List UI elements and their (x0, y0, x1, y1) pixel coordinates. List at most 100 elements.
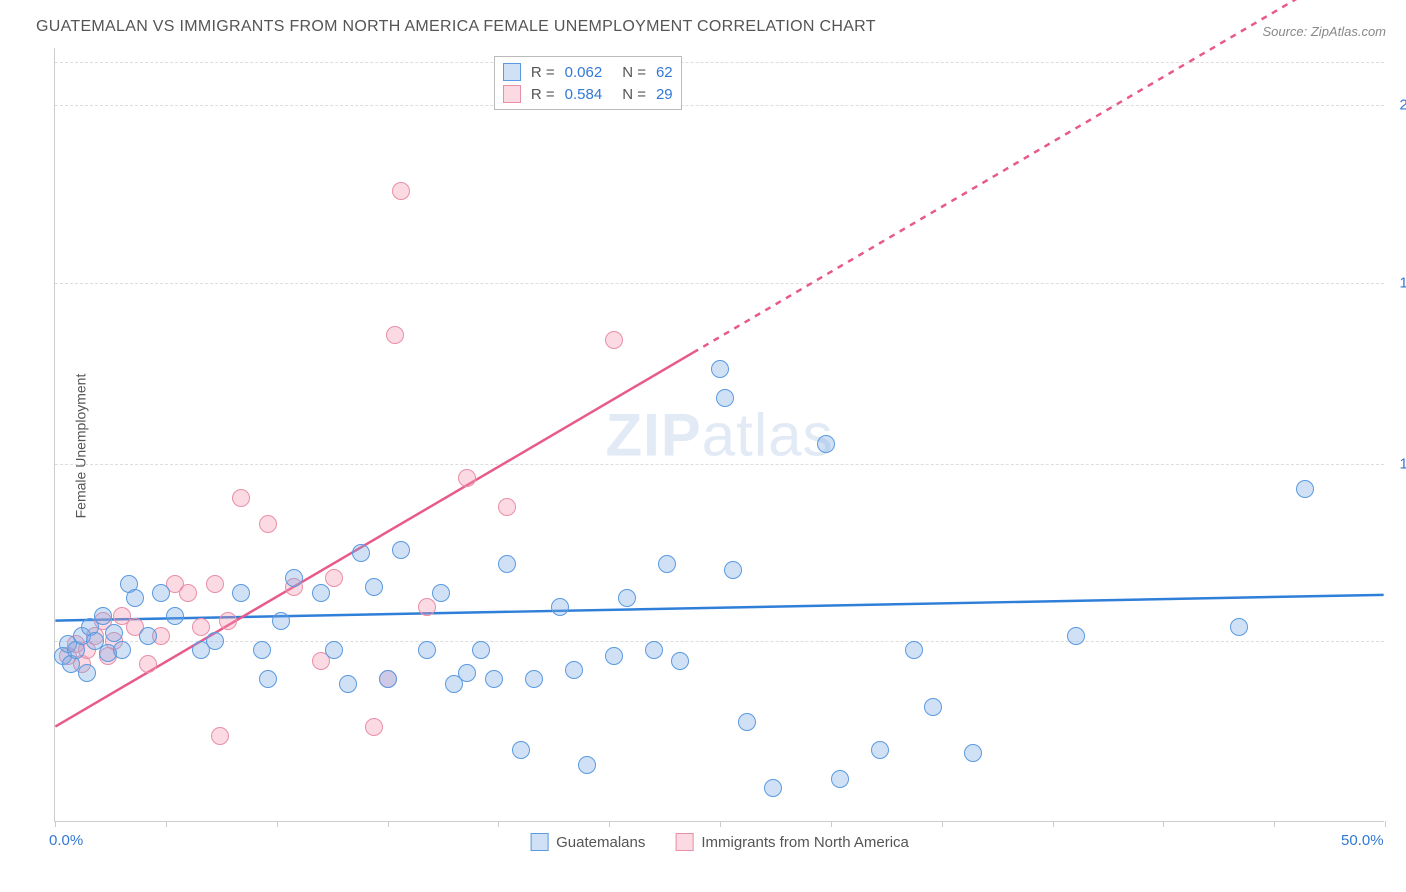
legend-swatch (503, 85, 521, 103)
plot-area: ZIPatlas R =0.062N =62R =0.584N =29 Guat… (54, 48, 1384, 822)
series-legend-item-immigrants: Immigrants from North America (675, 833, 909, 851)
guatemalans-point (605, 647, 623, 665)
guatemalans-point (1230, 618, 1248, 636)
guatemalans-point (871, 741, 889, 759)
immigrants-point (392, 182, 410, 200)
immigrants-point (259, 515, 277, 533)
gridline (55, 62, 1384, 63)
x-tick-mark (942, 821, 943, 827)
immigrants-point (458, 469, 476, 487)
legend-swatch (675, 833, 693, 851)
immigrants-point (325, 569, 343, 587)
guatemalans-point (472, 641, 490, 659)
legend-row-immigrants: R = 0.584 N = 29 (503, 83, 673, 105)
guatemalans-point (253, 641, 271, 659)
guatemalans-point (565, 661, 583, 679)
guatemalans-point (152, 584, 170, 602)
legend-r-label: R = (531, 64, 555, 81)
legend-n-label: N = (622, 64, 646, 81)
guatemalans-point (339, 675, 357, 693)
x-tick-mark (498, 821, 499, 827)
x-tick-mark (1274, 821, 1275, 827)
guatemalans-point (551, 598, 569, 616)
immigrants-point (232, 489, 250, 507)
guatemalans-point (432, 584, 450, 602)
guatemalans-point (272, 612, 290, 630)
guatemalans-point (232, 584, 250, 602)
immigrants-point (605, 331, 623, 349)
correlation-legend: R = 0.062 N = 62 R = 0.584 N = 29 (494, 56, 682, 110)
guatemalans-point (418, 641, 436, 659)
legend-n-value: 29 (656, 86, 673, 103)
guatemalans-point (645, 641, 663, 659)
trend-lines-layer (55, 48, 1384, 821)
guatemalans-point (724, 561, 742, 579)
guatemalans-point (1067, 627, 1085, 645)
series-legend: Guatemalans Immigrants from North America (530, 833, 909, 851)
guatemalans-point (105, 624, 123, 642)
legend-swatch (530, 833, 548, 851)
guatemalans-point (764, 779, 782, 797)
guatemalans-point (485, 670, 503, 688)
x-tick-mark (277, 821, 278, 827)
legend-swatch (503, 63, 521, 81)
legend-n-label: N = (622, 86, 646, 103)
guatemalans-point (206, 632, 224, 650)
guatemalans-point (525, 670, 543, 688)
guatemalans-point (126, 589, 144, 607)
series-legend-label: Guatemalans (556, 834, 645, 851)
guatemalans-point (498, 555, 516, 573)
immigrants-point (365, 718, 383, 736)
guatemalans-point (139, 627, 157, 645)
gridline (55, 105, 1384, 106)
guatemalans-point (392, 541, 410, 559)
guatemalans-point (312, 584, 330, 602)
legend-n-value: 62 (656, 64, 673, 81)
guatemalans-point (716, 389, 734, 407)
guatemalans-point (325, 641, 343, 659)
series-legend-item-guatemalans: Guatemalans (530, 833, 645, 851)
guatemalans-point (738, 713, 756, 731)
immigrants-point (498, 498, 516, 516)
guatemalans-point (352, 544, 370, 562)
guatemalans-point (671, 652, 689, 670)
series-legend-label: Immigrants from North America (701, 834, 909, 851)
guatemalans-point (618, 589, 636, 607)
immigrants-point (211, 727, 229, 745)
immigrants-point (192, 618, 210, 636)
guatemalans-point (166, 607, 184, 625)
guatemalans-point (285, 569, 303, 587)
guatemalans-point (512, 741, 530, 759)
x-tick-mark (1163, 821, 1164, 827)
immigrants-point (206, 575, 224, 593)
y-tick-label: 6.3% (1392, 633, 1406, 650)
gridline (55, 641, 1384, 642)
source-attribution: Source: ZipAtlas.com (1262, 24, 1386, 39)
guatemalans-point (365, 578, 383, 596)
guatemalans-point (817, 435, 835, 453)
x-tick-mark (609, 821, 610, 827)
legend-r-value: 0.584 (565, 86, 603, 103)
x-tick-label: 50.0% (1341, 832, 1384, 849)
x-tick-mark (831, 821, 832, 827)
x-tick-mark (1053, 821, 1054, 827)
x-tick-mark (720, 821, 721, 827)
y-tick-label: 25.0% (1392, 97, 1406, 114)
immigrants-point (418, 598, 436, 616)
guatemalans-point (458, 664, 476, 682)
x-tick-mark (1385, 821, 1386, 827)
x-tick-mark (55, 821, 56, 827)
guatemalans-point (379, 670, 397, 688)
x-tick-label: 0.0% (49, 832, 83, 849)
guatemalans-point (94, 607, 112, 625)
guatemalans-point (964, 744, 982, 762)
guatemalans-point (658, 555, 676, 573)
guatemalans-point (78, 664, 96, 682)
guatemalans-point (831, 770, 849, 788)
legend-r-label: R = (531, 86, 555, 103)
gridline (55, 283, 1384, 284)
legend-r-value: 0.062 (565, 64, 603, 81)
guatemalans-point (905, 641, 923, 659)
immigrants-point (139, 655, 157, 673)
x-tick-mark (166, 821, 167, 827)
